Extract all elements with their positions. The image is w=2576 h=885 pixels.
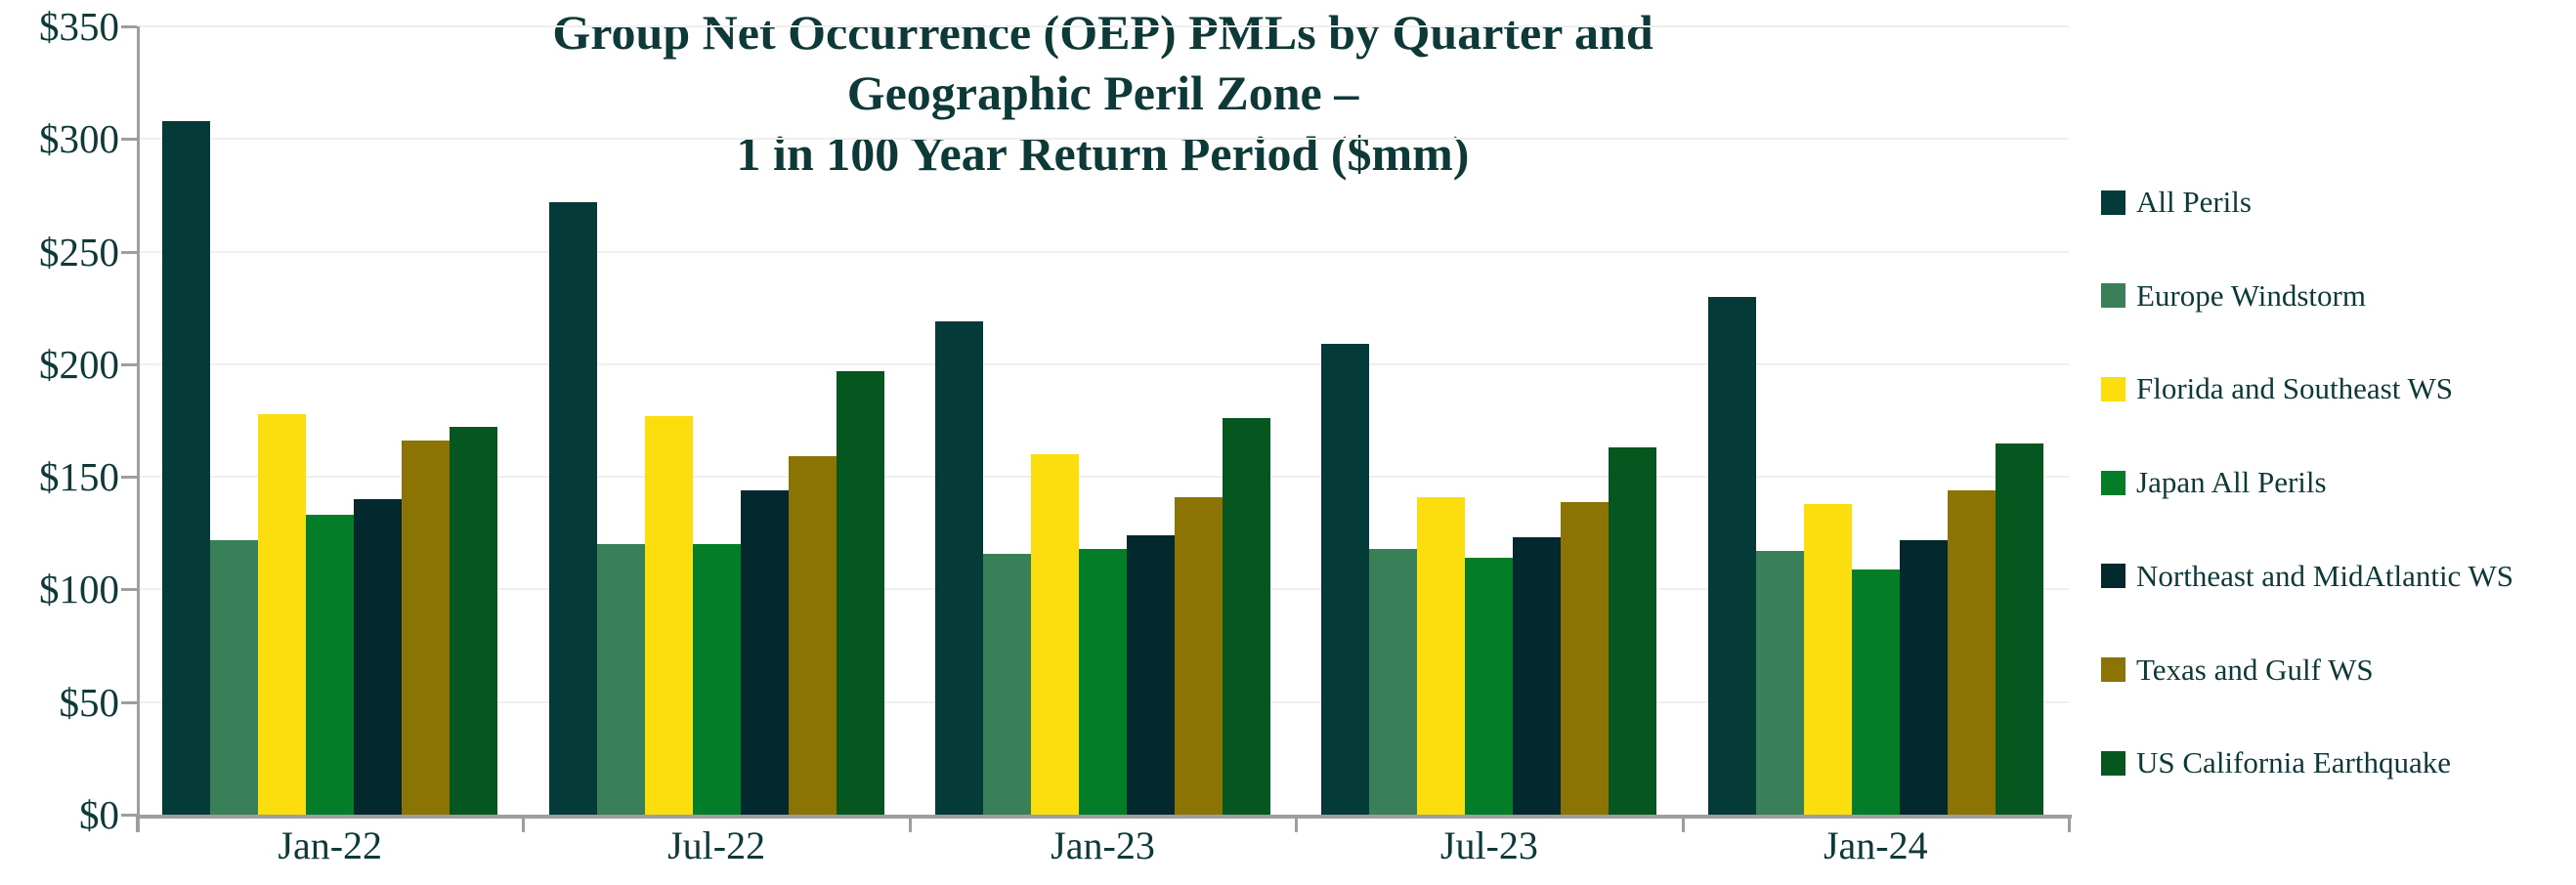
bar-japan-all-perils xyxy=(1079,548,1127,815)
x-axis-boundary-tick xyxy=(522,815,526,832)
bar-all-perils xyxy=(162,120,211,815)
bar-all-perils xyxy=(1707,296,1756,815)
bar-us-california-earthquake xyxy=(1223,418,1270,815)
bar-northeast-and-midatlantic-ws xyxy=(1513,537,1562,815)
y-axis-label: $350 xyxy=(39,4,119,49)
bar-europe-windstorm xyxy=(1369,548,1418,815)
bar-europe-windstorm xyxy=(1755,551,1804,815)
bar-northeast-and-midatlantic-ws xyxy=(1899,539,1948,815)
bar-japan-all-perils xyxy=(1851,569,1900,815)
x-axis-label: Jul-22 xyxy=(667,823,766,867)
x-axis-boundary-tick xyxy=(1295,815,1299,832)
y-axis-tick xyxy=(121,250,137,254)
legend: All Perils Europe Windstorm Florida and So… xyxy=(2101,0,2576,885)
bar-us-california-earthquake xyxy=(1609,447,1657,815)
legend-swatch-icon xyxy=(2101,657,2125,682)
legend-swatch-icon xyxy=(2101,190,2125,215)
y-gridline xyxy=(137,250,2069,253)
legend-label: Europe Windstorm xyxy=(2136,277,2366,313)
x-axis-label: Jul-23 xyxy=(1439,823,1538,867)
bar-all-perils xyxy=(548,201,597,815)
y-axis-label: $200 xyxy=(39,341,119,387)
bar-all-perils xyxy=(935,321,983,815)
bar-florida-and-southeast-ws xyxy=(644,415,693,815)
y-axis-tick xyxy=(121,588,137,592)
y-axis-label: $250 xyxy=(39,229,119,274)
y-axis-tick xyxy=(121,138,137,142)
legend-label: US California Earthquake xyxy=(2136,745,2451,780)
legend-label: Japan All Perils xyxy=(2136,465,2327,500)
bar-texas-and-gulf-ws xyxy=(402,441,451,815)
x-axis-label: Jan-24 xyxy=(1823,823,1928,867)
y-axis-label: $50 xyxy=(59,679,120,725)
bar-us-california-earthquake xyxy=(450,427,498,815)
y-axis-tick xyxy=(121,700,137,704)
y-axis-tick xyxy=(121,362,137,366)
chart-title-line-2: Geographic Peril Zone – xyxy=(846,65,1359,120)
legend-item: All Perils xyxy=(2101,185,2252,220)
legend-item: Japan All Perils xyxy=(2101,465,2327,500)
y-gridline xyxy=(137,476,2069,479)
legend-label: Florida and Southeast WS xyxy=(2136,371,2454,406)
bar-northeast-and-midatlantic-ws xyxy=(354,499,403,815)
bar-florida-and-southeast-ws xyxy=(1031,454,1079,815)
bar-texas-and-gulf-ws xyxy=(1947,489,1996,815)
y-axis-label: $150 xyxy=(39,454,119,500)
legend-item: Florida and Southeast WS xyxy=(2101,371,2453,406)
legend-item: Europe Windstorm xyxy=(2101,278,2366,314)
bar-europe-windstorm xyxy=(210,539,259,815)
y-gridline xyxy=(137,138,2069,141)
chart-title-line-1: Group Net Occurrence (OEP) PMLs by Quart… xyxy=(552,5,1653,60)
y-axis-tick xyxy=(121,25,137,28)
legend-item: Texas and Gulf WS xyxy=(2101,653,2374,688)
bar-texas-and-gulf-ws xyxy=(1561,501,1610,815)
bar-florida-and-southeast-ws xyxy=(258,413,307,815)
legend-swatch-icon xyxy=(2101,376,2125,401)
bar-all-perils xyxy=(1321,344,1370,815)
bar-europe-windstorm xyxy=(983,553,1031,815)
bar-northeast-and-midatlantic-ws xyxy=(1127,535,1175,815)
legend-label: Texas and Gulf WS xyxy=(2136,652,2374,687)
legend-label: Northeast and MidAtlantic WS xyxy=(2136,558,2514,593)
y-gridline xyxy=(137,362,2069,365)
legend-item: Northeast and MidAtlantic WS xyxy=(2101,559,2513,594)
bar-japan-all-perils xyxy=(306,515,355,815)
x-axis-boundary-tick xyxy=(1681,815,1685,832)
x-axis-boundary-tick xyxy=(2068,815,2071,832)
legend-item: US California Earthquake xyxy=(2101,745,2451,780)
bar-northeast-and-midatlantic-ws xyxy=(740,489,789,815)
y-axis-label: $0 xyxy=(79,792,119,837)
bar-florida-and-southeast-ws xyxy=(1417,496,1466,815)
chart-title: Group Net Occurrence (OEP) PMLs by Quart… xyxy=(137,2,2069,184)
x-axis-label: Jan-22 xyxy=(278,823,383,867)
chart-title-line-3: 1 in 100 Year Return Period ($mm) xyxy=(736,126,1470,181)
y-axis-tick xyxy=(121,476,137,480)
bar-us-california-earthquake xyxy=(836,370,884,815)
y-gridline xyxy=(137,25,2069,27)
legend-swatch-icon xyxy=(2101,283,2125,309)
bar-japan-all-perils xyxy=(1465,558,1514,815)
y-axis-line xyxy=(137,26,140,832)
bar-us-california-earthquake xyxy=(1995,442,2043,815)
legend-swatch-icon xyxy=(2101,564,2125,589)
legend-swatch-icon xyxy=(2101,750,2125,776)
y-axis-tick xyxy=(121,814,137,817)
x-axis-boundary-tick xyxy=(136,815,139,832)
y-axis-label: $100 xyxy=(39,567,119,612)
legend-label: All Perils xyxy=(2136,185,2252,219)
x-axis-label: Jan-23 xyxy=(1051,823,1155,867)
bar-texas-and-gulf-ws xyxy=(788,456,837,815)
x-axis-line xyxy=(137,815,2072,819)
bar-europe-windstorm xyxy=(596,544,645,815)
legend-swatch-icon xyxy=(2101,470,2125,495)
x-axis-boundary-tick xyxy=(908,815,912,832)
bar-texas-and-gulf-ws xyxy=(1175,496,1223,815)
bar-florida-and-southeast-ws xyxy=(1803,503,1852,815)
bar-japan-all-perils xyxy=(692,544,741,815)
y-axis-label: $300 xyxy=(39,116,119,162)
